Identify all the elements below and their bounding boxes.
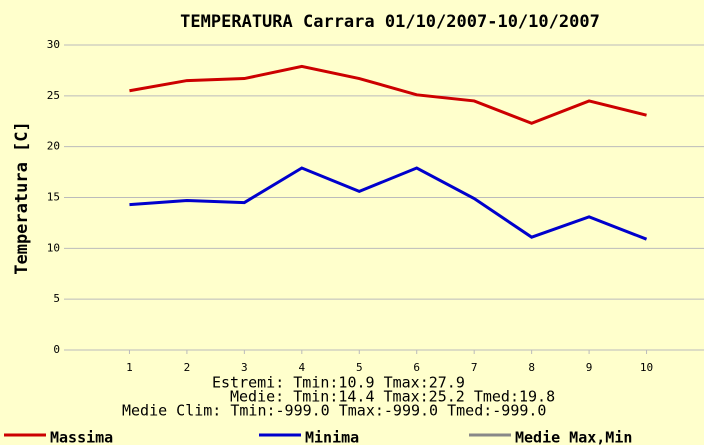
x-tick-label: 3: [241, 361, 248, 374]
y-axis-label: Temperatura [C]: [12, 121, 32, 275]
legend-label: Minima: [305, 429, 359, 445]
x-tick-label: 6: [413, 361, 420, 374]
x-tick-label: 2: [184, 361, 191, 374]
x-tick-label: 7: [471, 361, 478, 374]
legend-label: Massima: [50, 429, 113, 445]
data-line: [129, 64, 647, 125]
y-tick-label: 10: [47, 241, 60, 254]
y-tick-label: 25: [47, 89, 60, 102]
annotation: Medie: Tmin:14.4 Tmax:25.2 Tmed:19.8: [230, 388, 555, 406]
chart-title: TEMPERATURA Carrara 01/10/2007-10/10/200…: [180, 12, 600, 32]
x-tick-label: 4: [299, 361, 306, 374]
y-tick-label: 20: [47, 140, 60, 153]
annotation: Estremi: Tmin:10.9 Tmax:27.9: [212, 374, 465, 392]
y-tick-label: 30: [47, 38, 60, 51]
x-tick-label: 10: [640, 361, 653, 374]
data-line: [129, 166, 648, 241]
x-tick-label: 5: [356, 361, 363, 374]
legend-label: Medie Max,Min: [515, 429, 632, 445]
x-tick-label: 9: [586, 361, 593, 374]
x-tick-label: 1: [126, 361, 133, 374]
y-tick-label: 0: [53, 343, 60, 356]
y-tick-label: 5: [53, 292, 60, 305]
annotation: Medie Clim: Tmin:-999.0 Tmax:-999.0 Tmed…: [122, 402, 546, 420]
x-tick-label: 8: [528, 361, 535, 374]
y-tick-label: 15: [47, 191, 60, 204]
